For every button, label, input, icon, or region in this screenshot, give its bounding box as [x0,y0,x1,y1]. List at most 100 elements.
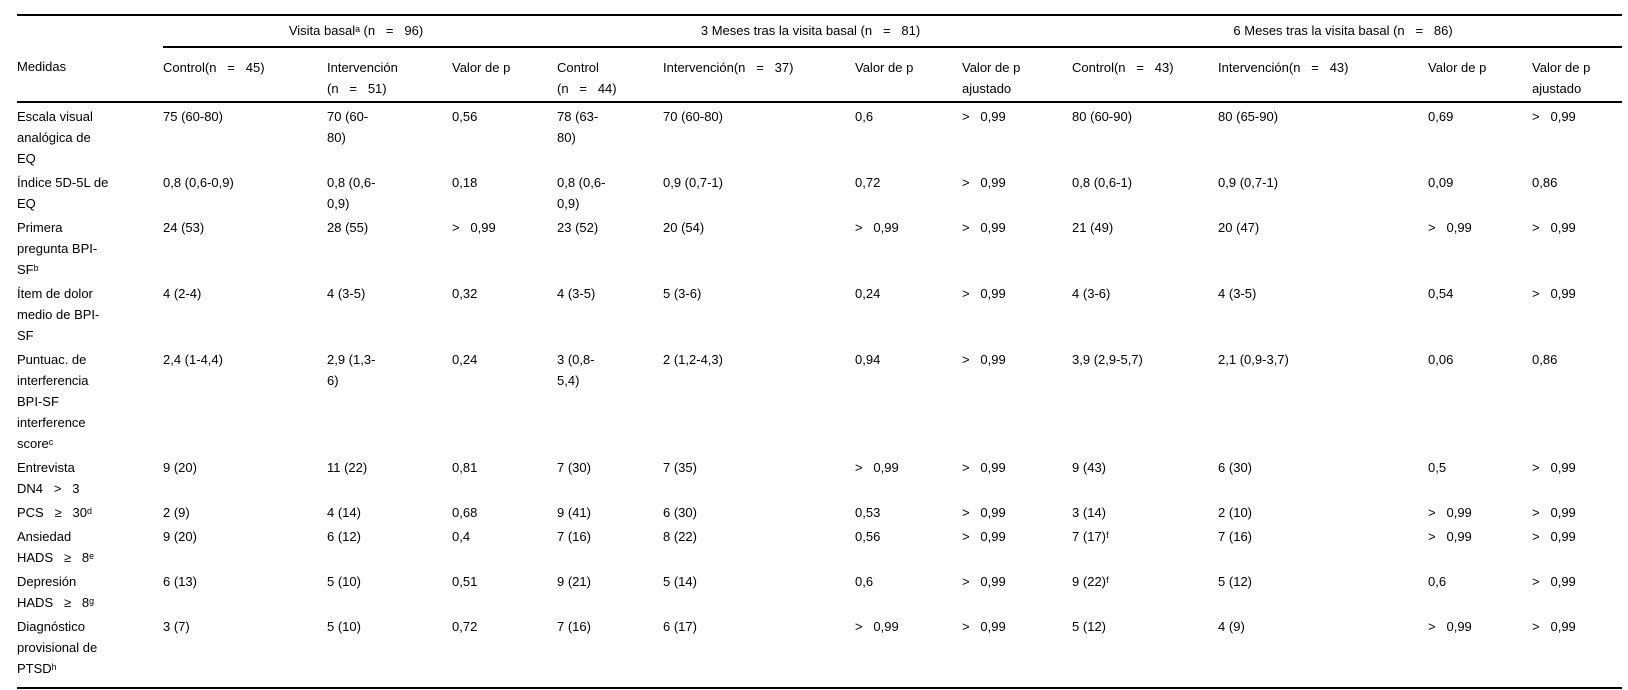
table-cell: 2,1 (0,9-3,7) [1218,352,1289,367]
table-cell: 23 (52) [557,220,599,235]
row-label: Índice 5D-5L de EQ [17,175,109,211]
table-cell: 80 (60-90) [1072,109,1133,124]
table-cell: 0,51 [452,574,478,589]
table-cell: 7 (17)ᶠ [1072,529,1109,544]
column-header-pvalue-3m: Valor de p [855,47,962,103]
table-cell: 5 (12) [1072,613,1219,689]
table-cell: 24 (53) [163,220,205,235]
group-header-row: Visita basalᵃ (n = 96) 3 Meses tras la v… [17,14,1623,48]
column-header-pvalue-baseline: Valor de p [452,47,557,103]
table-cell: 8 (22) [663,529,697,544]
table-cell: 7 (35) [663,460,697,475]
table-cell: 3 (0,8- 5,4) [557,352,595,388]
row-label: Depresión HADS ≥ 8ᵍ [17,574,95,610]
table-cell: 0,68 [452,505,478,520]
table-cell: 0,06 [1428,352,1454,367]
table-cell: > 0,99 [962,613,1073,689]
column-header-row: Medidas Control(n = 45) Intervención (n … [17,47,1623,103]
table-cell: 0,24 [855,286,881,301]
table-cell: 0,4 [452,529,471,544]
table-cell: 0,6 [1428,574,1447,589]
table-cell: 28 (55) [327,220,369,235]
table-cell: > 0,99 [1532,613,1623,689]
group-header-3-months: 3 Meses tras la visita basal (n = 81) [557,14,1073,48]
table-cell: > 0,99 [962,529,1006,544]
table-cell: 4 (2-4) [163,286,202,301]
table-cell: 0,09 [1428,175,1454,190]
table-cell: 0,32 [452,286,478,301]
table-cell: 7 (16) [1218,529,1253,544]
table-cell: > 0,99 [1428,613,1533,689]
table-cell: 0,69 [1428,109,1454,124]
table-row-hads-depression: Depresión HADS ≥ 8ᵍ 6 (13) 5 (10) 0,51 9… [17,568,1622,613]
table-cell: 0,8 (0,6-0,9) [163,175,234,190]
table-cell: 0,9 (0,7-1) [663,175,723,190]
table-cell: 6 (13) [163,574,197,589]
table-cell: > 0,99 [1532,460,1576,475]
table-cell: > 0,99 [962,220,1006,235]
column-header-pvalue-adjusted-3m: Valor de p ajustado [962,47,1073,103]
table-cell: 5 (14) [663,574,697,589]
row-label: Escala visual analógica de EQ [17,109,93,166]
table-cell: 0,53 [855,505,881,520]
column-header-intervention-3m: Intervención(n = 37) [663,47,855,103]
table-cell: > 0,99 [962,505,1006,520]
column-header-control-6m: Control(n = 43) [1072,47,1219,103]
column-header-control-3m: Control (n = 44) [557,47,663,103]
table-row-bpi-mean-pain: Ítem de dolor medio de BPI- SF 4 (2-4) 4… [17,280,1622,346]
table-cell: > 0,99 [452,220,496,235]
table-cell: 6 (30) [663,505,697,520]
table-cell: 80 (65-90) [1218,109,1279,124]
group-header-6-months: 6 Meses tras la visita basal (n = 86) [1072,14,1623,48]
table-cell: 75 (60-80) [163,109,223,124]
table-cell: 0,56 [452,109,478,124]
table-cell: 0,8 (0,6- 0,9) [327,175,376,211]
table-cell: > 0,99 [1532,286,1576,301]
table-cell: 78 (63- 80) [557,109,599,145]
row-label: Ansiedad HADS ≥ 8ᵉ [17,529,94,565]
table-cell: > 0,99 [1532,574,1576,589]
table-cell: 7 (16) [557,529,591,544]
column-header-medidas: Medidas [17,47,163,103]
table-cell: 0,54 [1428,286,1454,301]
table-cell: > 0,99 [1532,220,1576,235]
group-header-baseline: Visita basalᵃ (n = 96) [163,14,557,48]
table-cell: 2,9 (1,3- 6) [327,352,376,388]
table-cell: > 0,99 [962,109,1006,124]
table-cell: 2 (9) [163,505,190,520]
table-cell: 0,8 (0,6- 0,9) [557,175,606,211]
table-cell: 0,6 [855,109,874,124]
table-cell: 5 (10) [327,574,361,589]
table-cell: 0,72 [452,613,557,689]
table-cell: 0,18 [452,175,478,190]
column-header-control-baseline: Control(n = 45) [163,47,327,103]
row-label: Puntuac. de interferencia BPI-SF interfe… [17,352,89,451]
table-row-bpi-interference: Puntuac. de interferencia BPI-SF interfe… [17,346,1622,454]
table-cell: > 0,99 [1532,505,1576,520]
table-cell: > 0,99 [855,220,899,235]
table-cell: 0,8 (0,6-1) [1072,175,1133,190]
table-cell: 4 (9) [1218,613,1429,689]
column-header-intervention-baseline: Intervención (n = 51) [327,47,452,103]
table-cell: 5 (10) [327,613,452,689]
table-cell: > 0,99 [962,286,1006,301]
table-cell: > 0,99 [1428,220,1472,235]
table-cell: 2 (1,2-4,3) [663,352,723,367]
table-cell: 3,9 (2,9-5,7) [1072,352,1143,367]
table-cell: 3 (14) [1072,505,1107,520]
table-cell: 6 (17) [663,613,855,689]
row-label: Entrevista DN4 > 3 [17,460,80,496]
table-cell: > 0,99 [1428,505,1472,520]
column-header-intervention-6m: Intervención(n = 43) [1218,47,1429,103]
table-cell: 11 (22) [327,460,368,475]
table-cell: 5 (3-6) [663,286,702,301]
table-cell: 7 (30) [557,460,591,475]
table-cell: 0,81 [452,460,478,475]
table-cell: 0,72 [855,175,881,190]
table-cell: 20 (54) [663,220,705,235]
column-header-pvalue-adjusted-6m: Valor de p ajustado [1532,47,1623,103]
table-cell: > 0,99 [855,460,899,475]
table-row-hads-anxiety: Ansiedad HADS ≥ 8ᵉ 9 (20) 6 (12) 0,4 7 (… [17,523,1622,568]
table-row-pcs: PCS ≥ 30ᵈ 2 (9) 4 (14) 0,68 9 (41) 6 (30… [17,499,1622,523]
